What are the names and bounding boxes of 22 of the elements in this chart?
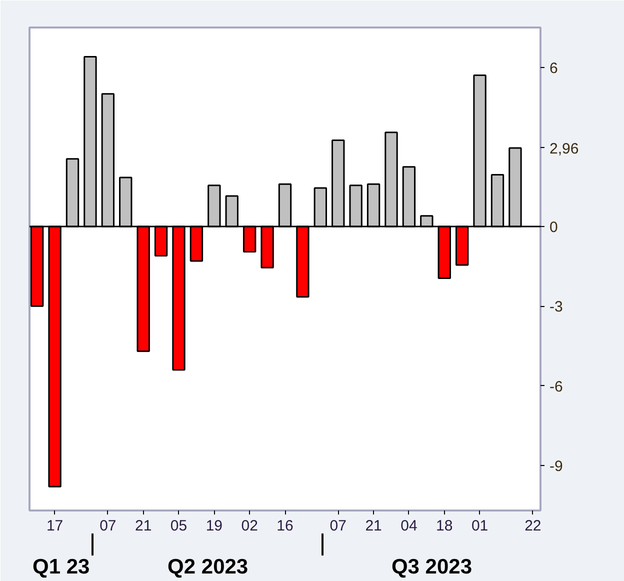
y-tick-label: -9 — [550, 458, 563, 475]
x-tick-label: 07 — [330, 518, 346, 534]
x-tick-label: 07 — [100, 518, 116, 534]
text: Q3 2023 — [391, 556, 472, 578]
x-tick-label: 04 — [400, 518, 418, 534]
y-tick-label: 6 — [550, 60, 558, 77]
y-tick-label: -3 — [550, 298, 563, 316]
x-tick-label: 16 — [276, 518, 294, 534]
y-tick-label: -6 — [550, 378, 563, 396]
text: Q1 23 — [32, 556, 90, 578]
x-tick-label: 22 — [524, 518, 542, 534]
text: 2,96 — [550, 140, 579, 158]
x-tick-label: 17 — [46, 518, 64, 534]
x-tick-label: 21 — [365, 518, 382, 534]
x-tick-label: 18 — [436, 518, 453, 534]
x-tick-label: 02 — [241, 518, 258, 534]
y-tick-label: 0 — [550, 219, 558, 236]
x-tick-label: 21 — [134, 518, 152, 534]
x-tick-label: 19 — [206, 518, 223, 534]
text: Q2 2023 — [168, 556, 248, 578]
x-tick-label: 01 — [471, 518, 488, 534]
x-tick-label: 05 — [170, 518, 188, 534]
